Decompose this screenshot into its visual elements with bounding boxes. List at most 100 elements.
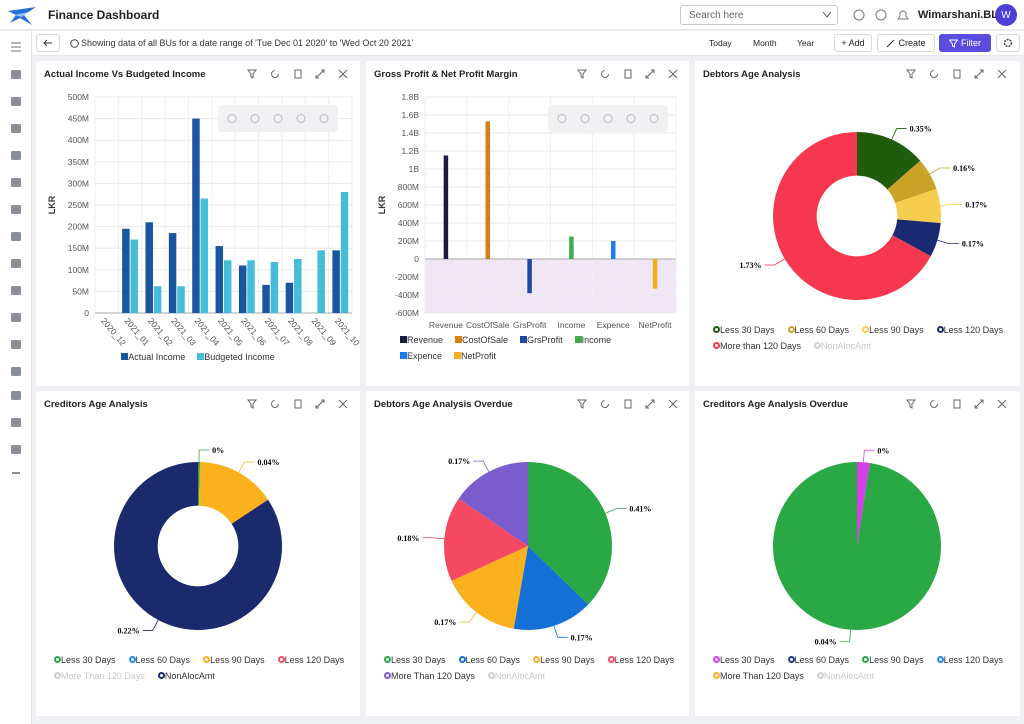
avatar[interactable]: W — [995, 4, 1017, 26]
nav-icon[interactable] — [11, 205, 21, 214]
expand-icon[interactable] — [974, 69, 984, 79]
legend-item[interactable]: More Than 120 Days — [384, 671, 475, 681]
back-button[interactable] — [36, 34, 60, 52]
expand-icon[interactable] — [645, 69, 655, 79]
legend-item[interactable]: NetProfit — [454, 351, 496, 361]
legend-item[interactable]: CostOfSale — [455, 335, 508, 345]
expand-icon[interactable] — [974, 399, 984, 409]
legend-item[interactable]: NonAlocAmt — [487, 671, 545, 681]
legend-item[interactable]: GrsProfit — [520, 335, 563, 345]
zoom-tool[interactable] — [319, 114, 329, 123]
nav-icon[interactable] — [11, 367, 21, 376]
legend-item[interactable]: Revenue — [400, 335, 443, 345]
export-icon[interactable] — [953, 69, 961, 79]
nav-icon[interactable] — [11, 286, 21, 295]
zoom-tool[interactable] — [250, 114, 260, 123]
legend-item[interactable]: Actual Income — [121, 352, 185, 362]
legend-item[interactable]: Less 30 Days — [54, 655, 116, 665]
nav-icon[interactable] — [11, 445, 21, 454]
legend-item[interactable]: NonAlocAmt — [814, 341, 871, 351]
settings-button[interactable] — [996, 34, 1020, 52]
filter-icon[interactable] — [247, 69, 257, 79]
legend-item[interactable]: Less 90 Days — [862, 325, 924, 335]
refresh-icon[interactable] — [930, 70, 938, 78]
legend-item[interactable]: Less 120 Days — [277, 655, 344, 665]
filter-icon[interactable] — [906, 399, 916, 409]
legend-item[interactable]: Less 90 Days — [203, 655, 265, 665]
expand-icon[interactable] — [315, 69, 325, 79]
zoom-tool[interactable] — [626, 114, 636, 123]
legend-item[interactable]: Less 60 Days — [787, 655, 849, 665]
close-icon[interactable] — [997, 69, 1007, 79]
legend-item[interactable]: Income — [574, 335, 611, 345]
legend-item[interactable]: NonAlocAmt — [816, 671, 874, 681]
zoom-toolbar[interactable] — [218, 105, 338, 132]
expand-icon[interactable] — [315, 399, 325, 409]
nav-icon[interactable] — [11, 391, 21, 400]
refresh-icon[interactable] — [930, 400, 938, 408]
legend-item[interactable]: More Than 120 Days — [713, 671, 804, 681]
export-icon[interactable] — [294, 69, 302, 79]
period-year[interactable]: Year — [797, 38, 815, 48]
legend-item[interactable]: Less 60 Days — [128, 655, 190, 665]
legend-item[interactable]: Less 60 Days — [458, 655, 520, 665]
nav-icon[interactable] — [11, 178, 21, 187]
zoom-tool[interactable] — [273, 114, 283, 123]
legend-item[interactable]: Less 90 Days — [862, 655, 924, 665]
create-button[interactable]: Create — [877, 34, 935, 52]
export-icon[interactable] — [624, 69, 632, 79]
close-icon[interactable] — [338, 69, 348, 79]
legend-item[interactable]: Budgeted Income — [197, 352, 275, 362]
legend-item[interactable]: Less 120 Days — [607, 655, 674, 665]
zoom-tool[interactable] — [227, 114, 237, 123]
close-icon[interactable] — [338, 399, 348, 409]
zoom-tool[interactable] — [296, 114, 306, 123]
zoom-tool[interactable] — [557, 114, 567, 123]
legend-item[interactable]: More than 120 Days — [713, 341, 801, 351]
nav-icon[interactable] — [11, 232, 21, 241]
export-icon[interactable] — [953, 399, 961, 409]
legend-item[interactable]: Less 30 Days — [384, 655, 446, 665]
nav-icon[interactable] — [11, 124, 21, 133]
globe-icon[interactable] — [853, 9, 865, 21]
zoom-tool[interactable] — [603, 114, 613, 123]
legend-item[interactable]: Less 60 Days — [787, 325, 849, 335]
logo[interactable] — [6, 3, 38, 27]
nav-icon[interactable] — [11, 151, 21, 160]
help-icon[interactable] — [875, 9, 887, 21]
legend-item[interactable]: More Than 120 Days — [54, 671, 145, 681]
search-box[interactable]: Search here — [680, 5, 838, 25]
legend-item[interactable]: Less 120 Days — [936, 655, 1003, 665]
nav-icon[interactable] — [11, 259, 21, 268]
bell-icon[interactable] — [897, 10, 909, 20]
close-icon[interactable] — [668, 69, 678, 79]
close-icon[interactable] — [997, 399, 1007, 409]
filter-icon[interactable] — [247, 399, 257, 409]
refresh-icon[interactable] — [601, 70, 609, 78]
period-today[interactable]: Today — [709, 38, 732, 48]
zoom-tool[interactable] — [580, 114, 590, 123]
zoom-tool[interactable] — [649, 114, 659, 123]
filter-icon[interactable] — [577, 399, 587, 409]
zoom-toolbar[interactable] — [548, 105, 668, 132]
user-name[interactable]: Wimarshani.BL — [918, 9, 998, 21]
export-icon[interactable] — [294, 399, 302, 409]
legend-item[interactable]: Expence — [400, 351, 442, 361]
refresh-icon[interactable] — [271, 70, 279, 78]
nav-icon[interactable] — [11, 418, 21, 427]
nav-icon[interactable] — [11, 97, 21, 106]
nav-icon[interactable] — [11, 340, 21, 349]
refresh-icon[interactable] — [271, 400, 279, 408]
add-button[interactable]: + Add — [834, 34, 872, 52]
legend-item[interactable]: Less 30 Days — [713, 325, 775, 335]
filter-icon[interactable] — [577, 69, 587, 79]
filter-icon[interactable] — [906, 69, 916, 79]
refresh-icon[interactable] — [601, 400, 609, 408]
legend-item[interactable]: Less 90 Days — [533, 655, 595, 665]
export-icon[interactable] — [624, 399, 632, 409]
close-icon[interactable] — [668, 399, 678, 409]
expand-icon[interactable] — [645, 399, 655, 409]
period-month[interactable]: Month — [753, 38, 777, 48]
filter-button[interactable]: Filter — [939, 34, 991, 52]
legend-item[interactable]: NonAlocAmt — [157, 671, 215, 681]
